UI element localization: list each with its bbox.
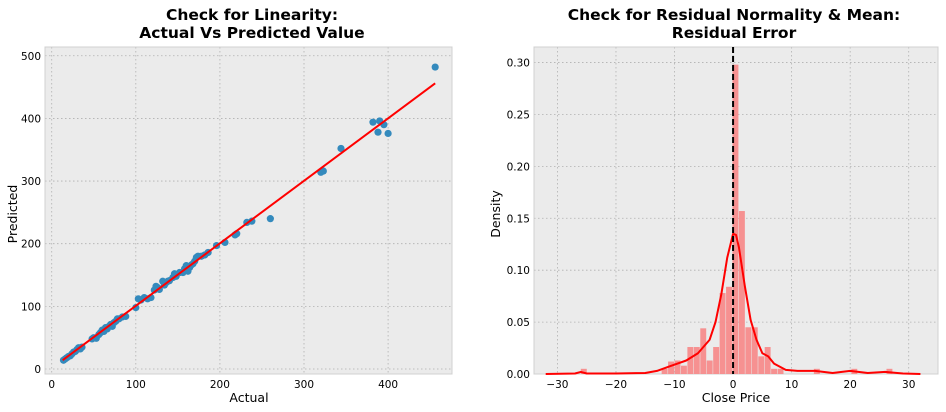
x-tick-label: 200 (210, 379, 230, 391)
histogram-bar (771, 368, 778, 374)
kde-curve (545, 232, 921, 375)
histogram-bar (719, 293, 726, 374)
y-tick-label: 0 (34, 364, 41, 376)
x-tick-label: 400 (378, 379, 398, 391)
y-tick-label: 0.10 (507, 265, 530, 277)
y-tick-label: 400 (21, 113, 41, 125)
linearity-y-axis-label: Predicted (5, 185, 20, 244)
histogram-bar (713, 347, 720, 374)
linearity-chart: Check for Linearity: Actual Vs Predicted… (5, 6, 453, 405)
y-tick-label: 0.30 (507, 58, 530, 70)
residual-x-axis-label: Close Price (702, 390, 771, 405)
histogram-bar (738, 211, 745, 374)
histogram-bar (668, 361, 675, 374)
histogram-bar (726, 286, 732, 374)
scatter-point (369, 118, 377, 126)
scatter-point (132, 303, 140, 312)
histogram-bar (777, 368, 784, 374)
histogram-bar (745, 327, 752, 374)
x-tick-label: 100 (126, 379, 146, 391)
regression-line (62, 82, 436, 362)
x-tick-label: −10 (663, 379, 685, 391)
scatter-point (374, 128, 382, 136)
x-tick-label: 20 (843, 379, 856, 391)
x-tick-label: 0 (48, 379, 55, 391)
y-tick-label: 500 (21, 51, 41, 63)
x-tick-label: 0 (730, 379, 737, 391)
linearity-title-line-1: Check for Linearity: (166, 6, 338, 24)
y-tick-label: 300 (21, 176, 41, 188)
residual-y-axis-label: Density (488, 190, 503, 238)
residual-title-line-2: Residual Error (672, 24, 797, 42)
residual-tick-labels: −30 −20 −10 0 10 20 30 0.00 0.05 0.10 0.15 0.20 0.25… (507, 58, 916, 391)
histogram-bar (732, 64, 739, 375)
histogram-bar (706, 360, 713, 374)
x-tick-label: 30 (902, 379, 915, 391)
y-tick-label: 100 (21, 301, 41, 313)
scatter-point (337, 144, 345, 153)
y-tick-label: 0.00 (507, 369, 530, 381)
linearity-tick-labels: 0 100 200 300 400 0 100 200 300 400 500 (21, 51, 398, 391)
scatter-point (319, 167, 327, 175)
histogram-bar (700, 328, 707, 374)
linearity-x-axis-label: Actual (229, 390, 268, 405)
histogram-bar (687, 347, 694, 374)
scatter-point (266, 215, 274, 223)
y-tick-label: 200 (21, 239, 41, 251)
histogram-bar (661, 368, 668, 374)
histogram-bar (580, 368, 587, 374)
histogram-bar (680, 365, 687, 374)
histogram-bar (693, 347, 700, 374)
fit-line-layer (62, 82, 436, 362)
residual-chart: Check for Residual Normality & Mean: Res… (488, 6, 939, 405)
x-tick-label: 300 (294, 379, 314, 391)
residual-title-line-1: Check for Residual Normality & Mean: (568, 6, 901, 24)
linearity-grid (44, 46, 453, 375)
scatter-point (431, 63, 439, 71)
kde-curve-layer (545, 232, 921, 375)
histogram-bar (758, 356, 765, 374)
y-tick-label: 0.15 (507, 213, 530, 225)
y-tick-label: 0.25 (507, 109, 530, 121)
linearity-plot-frame (44, 46, 453, 375)
x-tick-label: −30 (546, 379, 568, 391)
x-tick-label: 10 (785, 379, 798, 391)
linearity-title-line-2: Actual Vs Predicted Value (139, 24, 364, 42)
histogram-bar (764, 347, 771, 374)
scatter-point (384, 129, 392, 138)
histogram-bar (751, 327, 758, 374)
y-tick-label: 0.20 (507, 161, 530, 173)
x-tick-label: −20 (605, 379, 627, 391)
y-tick-label: 0.05 (507, 317, 530, 329)
histogram-bar (674, 360, 681, 374)
